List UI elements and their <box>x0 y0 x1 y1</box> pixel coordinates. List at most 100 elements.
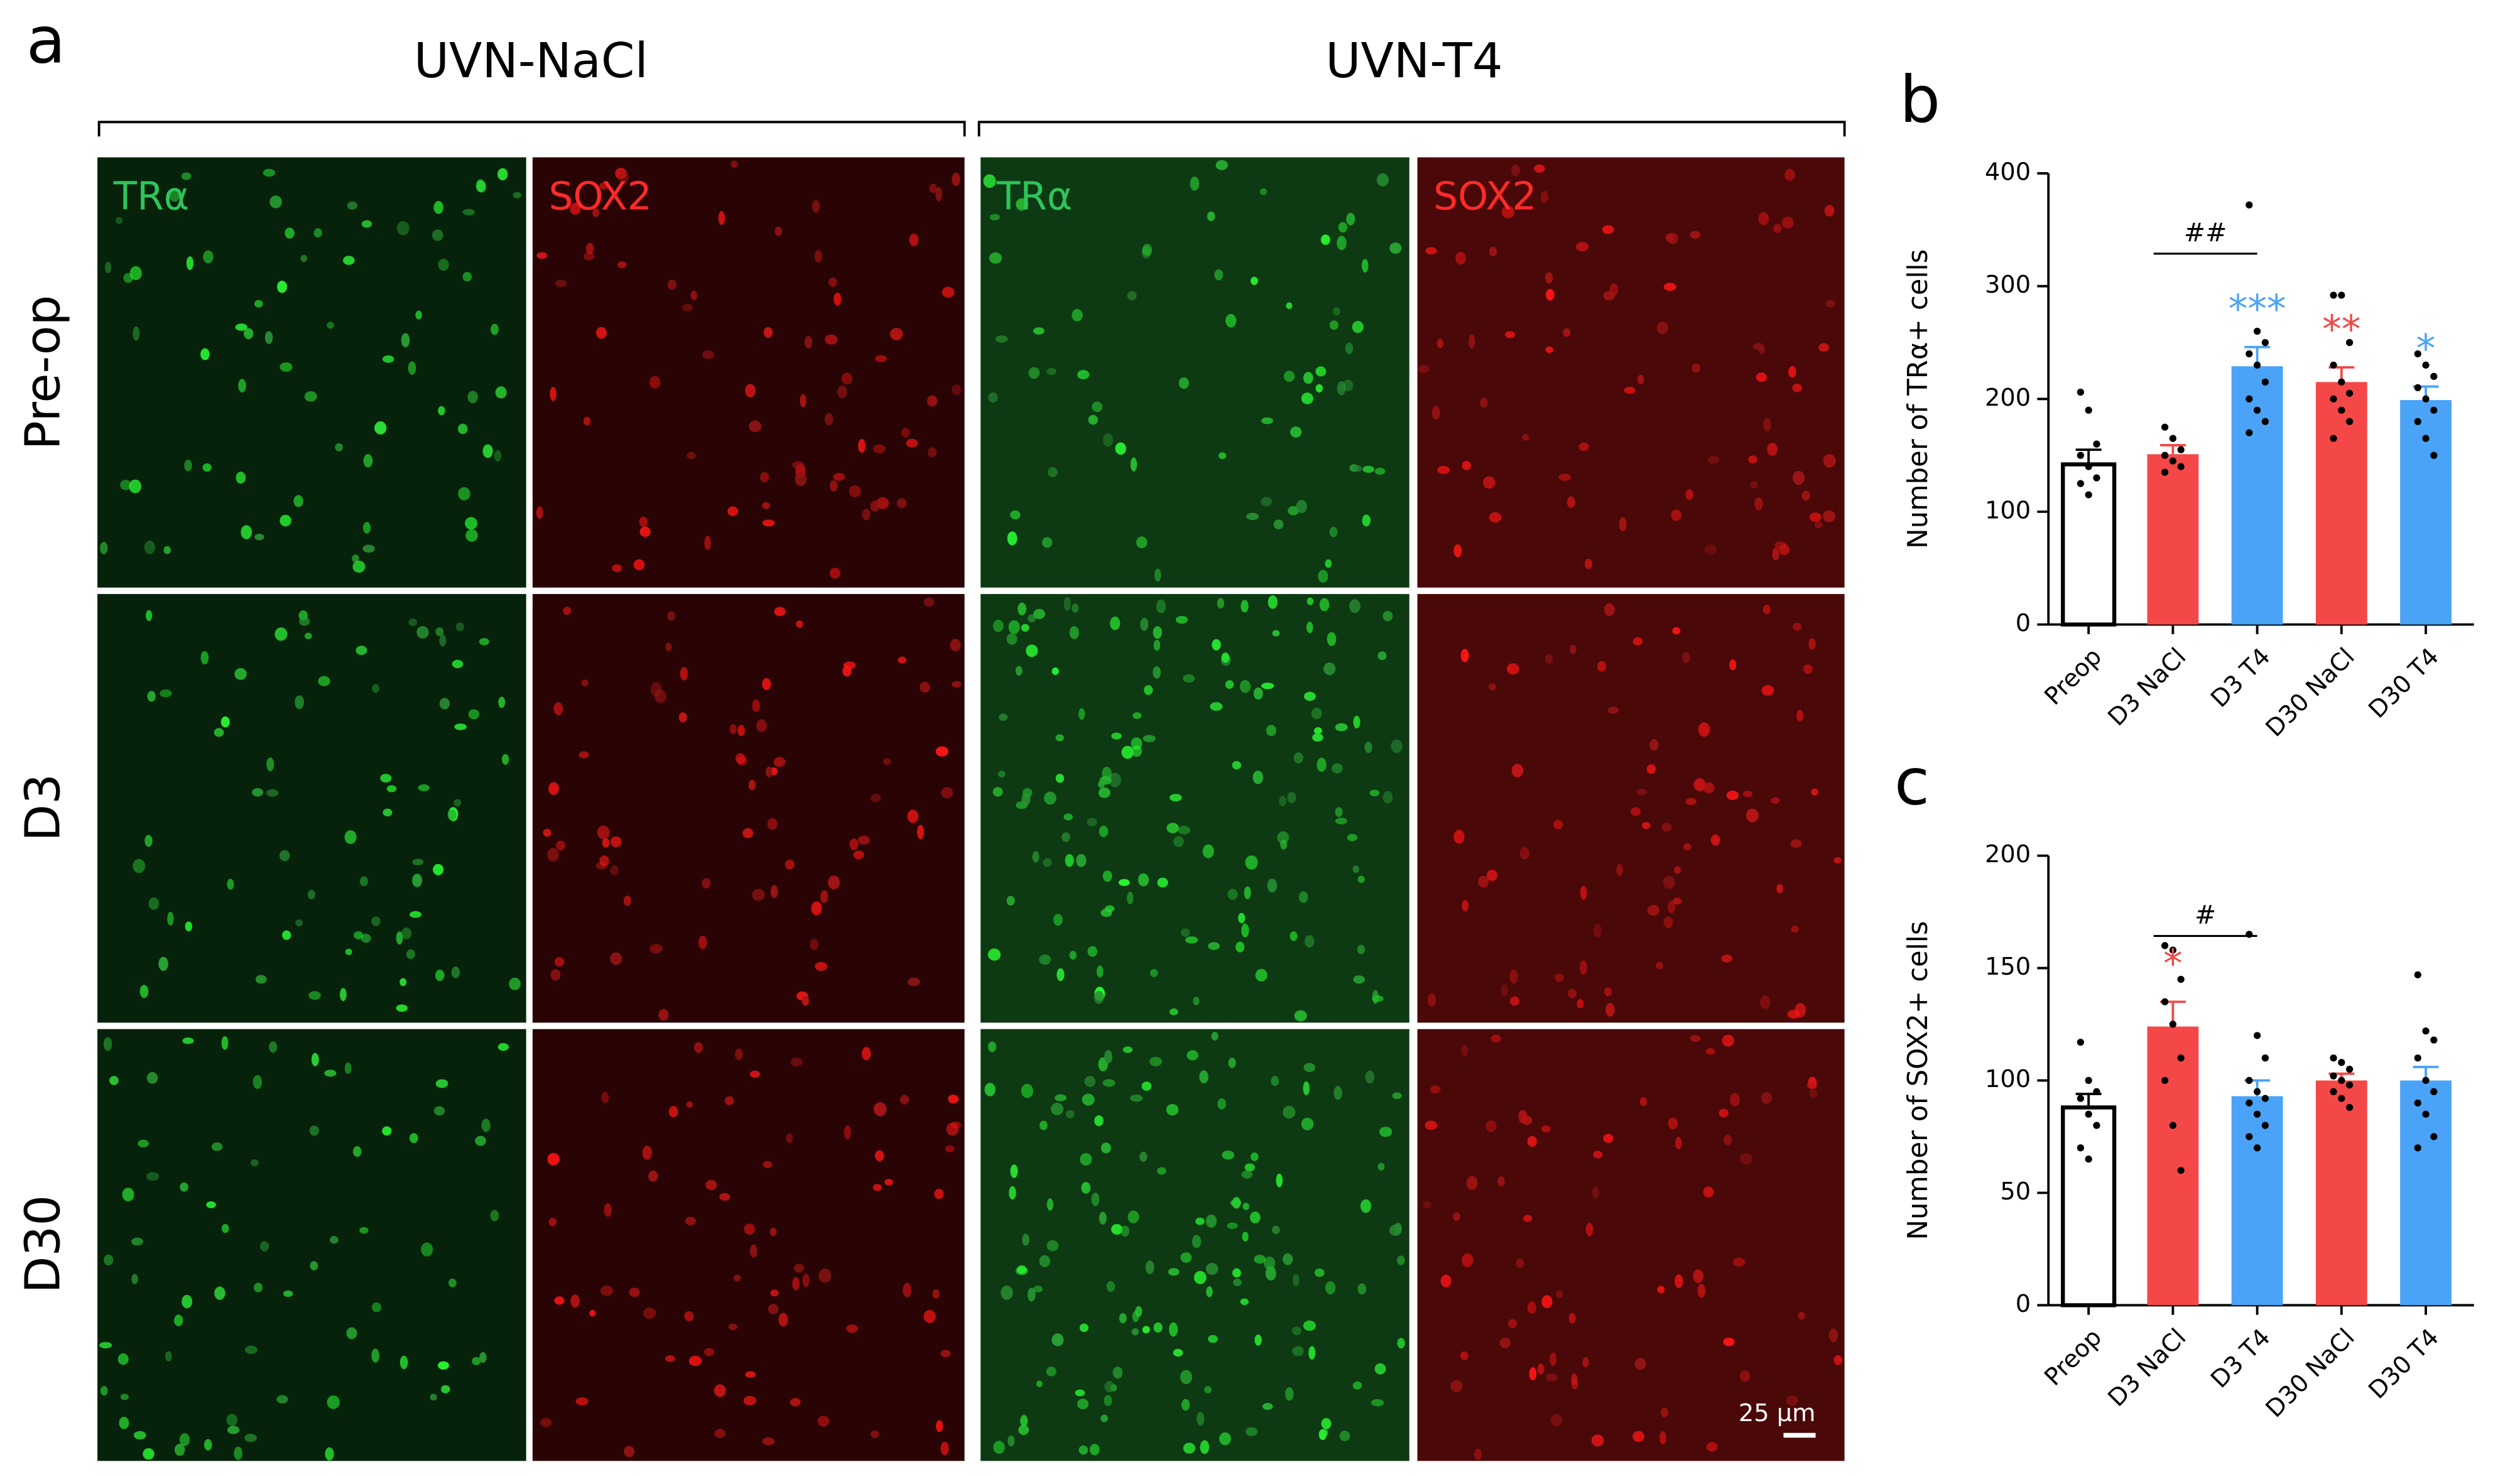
cell <box>1119 1312 1127 1324</box>
cell <box>1752 343 1764 350</box>
cell <box>238 379 246 393</box>
data-point <box>2253 406 2261 414</box>
cell <box>748 780 756 791</box>
cell <box>479 637 489 646</box>
cell <box>160 689 172 698</box>
cell <box>105 261 112 273</box>
cell <box>795 472 807 487</box>
cell <box>169 190 180 202</box>
micrograph <box>1417 593 1845 1023</box>
micrograph <box>1417 1029 1845 1461</box>
cell <box>1377 1162 1385 1171</box>
cell <box>1006 633 1018 645</box>
cell <box>299 617 310 626</box>
cell <box>1149 1057 1162 1067</box>
cell <box>600 1285 614 1296</box>
cell <box>1283 371 1295 382</box>
cell <box>942 286 955 298</box>
cell <box>1219 1432 1231 1446</box>
data-point <box>2177 463 2185 470</box>
cell <box>1636 788 1647 796</box>
y-tick-label: 200 <box>1985 384 2031 412</box>
cell <box>694 1042 703 1053</box>
bar <box>2061 462 2117 627</box>
cell <box>1723 1338 1735 1346</box>
cell <box>1199 1070 1208 1084</box>
cell <box>295 695 305 710</box>
cell <box>1719 1108 1729 1118</box>
cell <box>1550 1414 1563 1427</box>
data-point <box>2246 201 2253 209</box>
cell <box>665 1355 675 1362</box>
cell <box>371 1348 380 1363</box>
data-point <box>2430 372 2438 381</box>
cell <box>277 280 287 293</box>
cell <box>834 292 842 306</box>
cell <box>1809 1088 1818 1098</box>
cell <box>1132 1311 1139 1323</box>
cell <box>684 1311 694 1322</box>
cell <box>948 1094 959 1104</box>
cell <box>762 678 771 690</box>
cell <box>1563 328 1571 337</box>
data-point <box>2077 1039 2085 1046</box>
y-tick-label: 400 <box>1985 158 2031 187</box>
cell <box>418 784 430 791</box>
cell <box>318 676 330 686</box>
cell <box>1550 1352 1556 1366</box>
cell <box>103 1037 112 1051</box>
cell <box>1335 818 1347 825</box>
cell <box>1127 1210 1139 1223</box>
cell <box>773 757 786 767</box>
cell <box>241 525 253 539</box>
cell <box>1437 338 1443 349</box>
cell <box>730 160 738 168</box>
cell <box>1430 1085 1441 1094</box>
data-point <box>2077 1144 2085 1152</box>
data-point <box>2414 1099 2421 1106</box>
cell <box>814 250 822 262</box>
cell <box>184 459 192 472</box>
row-label: Pre-op <box>15 295 71 450</box>
cell <box>1516 1258 1524 1269</box>
cell <box>1283 1253 1293 1265</box>
cell <box>100 542 108 555</box>
data-point <box>2161 998 2169 1005</box>
cell <box>1569 644 1577 654</box>
cell <box>206 1201 216 1209</box>
cell <box>849 485 861 497</box>
cell <box>1822 510 1835 522</box>
cell <box>1656 961 1664 970</box>
cell <box>1568 1312 1576 1324</box>
cell <box>1647 904 1659 916</box>
cell <box>619 170 629 185</box>
cell <box>1027 1287 1036 1302</box>
cell <box>920 681 930 693</box>
y-tick-label: 200 <box>1985 840 2031 868</box>
cell <box>570 1294 580 1308</box>
cell <box>415 310 422 320</box>
cell <box>227 879 234 890</box>
cell <box>1222 1150 1235 1160</box>
cell <box>1657 1285 1665 1294</box>
cell <box>104 1254 114 1266</box>
cell <box>147 691 156 702</box>
cell <box>1604 987 1612 997</box>
cell <box>1649 738 1659 751</box>
cell <box>1046 367 1056 376</box>
cell <box>1246 512 1259 521</box>
cell <box>1327 632 1337 646</box>
cell <box>1315 384 1323 392</box>
cell <box>750 1244 758 1258</box>
cell <box>1698 722 1710 737</box>
cell <box>1756 372 1768 382</box>
cell <box>1039 1255 1050 1267</box>
cell <box>1266 725 1276 737</box>
data-point <box>2161 942 2169 950</box>
data-point <box>2246 1099 2253 1106</box>
cell <box>1139 1151 1148 1162</box>
cell <box>211 1142 223 1151</box>
cell <box>1683 843 1692 851</box>
cell <box>1273 519 1284 529</box>
cell <box>1338 222 1348 233</box>
